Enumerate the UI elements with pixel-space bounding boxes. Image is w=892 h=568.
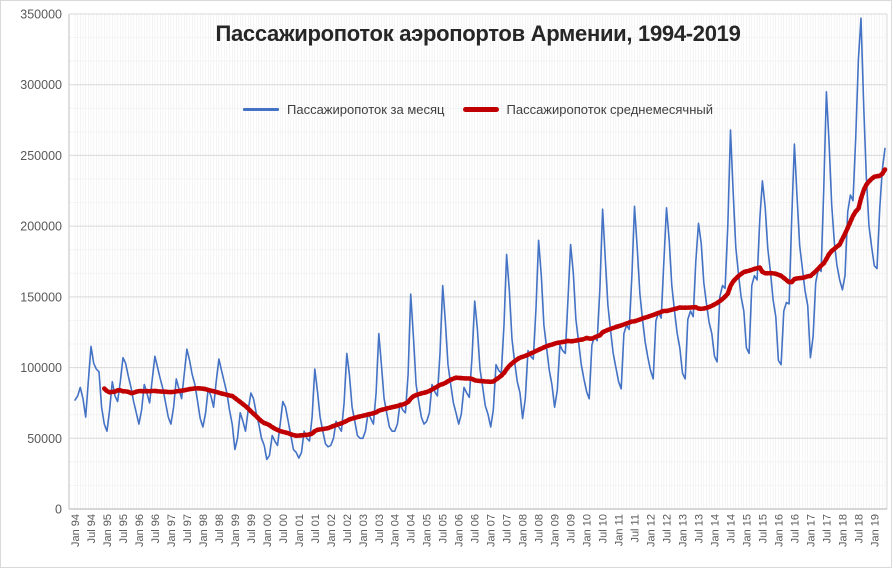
svg-text:Jul 94: Jul 94	[86, 514, 98, 543]
svg-text:Jan 17: Jan 17	[805, 514, 817, 547]
svg-text:Jul 12: Jul 12	[662, 514, 674, 543]
svg-text:Jul 01: Jul 01	[310, 514, 322, 543]
svg-text:Jul 03: Jul 03	[374, 514, 386, 543]
svg-text:Jan 11: Jan 11	[614, 514, 626, 546]
svg-text:Jan 94: Jan 94	[70, 514, 82, 547]
monthly-passenger-series-line	[74, 17, 886, 461]
svg-text:300000: 300000	[20, 78, 62, 92]
svg-text:Jan 00: Jan 00	[262, 514, 274, 547]
svg-text:Jan 08: Jan 08	[518, 514, 530, 547]
svg-text:Jan 07: Jan 07	[486, 514, 498, 547]
svg-text:Jan 95: Jan 95	[102, 514, 114, 547]
svg-text:Jul 09: Jul 09	[566, 514, 578, 543]
svg-text:Jan 10: Jan 10	[582, 514, 594, 547]
horizontal-major-gridlines	[69, 13, 887, 510]
svg-text:Jul 13: Jul 13	[693, 514, 705, 543]
svg-text:Jul 08: Jul 08	[534, 514, 546, 543]
legend-item-average: Пассажиропоток среднемесячный	[462, 102, 713, 117]
chart-legend: Пассажиропоток за месяц Пассажиропоток с…	[69, 102, 887, 117]
svg-text:Jul 00: Jul 00	[278, 514, 290, 543]
svg-text:Jul 02: Jul 02	[342, 514, 354, 543]
svg-text:Jul 98: Jul 98	[214, 514, 226, 543]
average-passenger-series-line	[102, 167, 888, 439]
svg-text:Jul 18: Jul 18	[853, 514, 865, 543]
svg-text:Jan 99: Jan 99	[230, 514, 242, 547]
average-series-line-swatch	[462, 107, 499, 112]
y-axis-tick-labels: 0 50000 100000 150000 200000 250000 300000 3500…	[20, 8, 62, 517]
axis-lines	[68, 14, 887, 510]
svg-text:250000: 250000	[20, 149, 62, 163]
legend-label-average: Пассажиропоток среднемесячный	[506, 102, 713, 117]
svg-text:Jan 97: Jan 97	[166, 514, 178, 547]
svg-text:200000: 200000	[20, 220, 62, 234]
svg-text:Jan 04: Jan 04	[390, 514, 402, 547]
svg-text:Jan 05: Jan 05	[422, 514, 434, 547]
monthly-series-line-swatch	[243, 108, 279, 111]
svg-text:150000: 150000	[20, 290, 62, 304]
svg-text:Jul 97: Jul 97	[182, 514, 194, 543]
svg-text:50000: 50000	[27, 432, 62, 446]
svg-text:0: 0	[55, 503, 62, 517]
chart-title: Пассажиропоток аэропортов Армении, 1994-…	[215, 21, 741, 46]
svg-text:Jul 95: Jul 95	[118, 514, 130, 543]
svg-text:Jan 06: Jan 06	[454, 514, 466, 547]
svg-text:Jul 17: Jul 17	[821, 514, 833, 543]
svg-text:Jul 16: Jul 16	[789, 514, 801, 543]
svg-text:Jan 02: Jan 02	[326, 514, 338, 547]
svg-text:350000: 350000	[20, 8, 62, 22]
svg-text:Jul 11: Jul 11	[630, 514, 642, 543]
svg-text:Jan 19: Jan 19	[869, 514, 881, 547]
svg-text:Jan 13: Jan 13	[678, 514, 690, 547]
svg-text:Jan 18: Jan 18	[837, 514, 849, 547]
svg-text:Jan 16: Jan 16	[773, 514, 785, 547]
svg-text:Jul 99: Jul 99	[246, 514, 258, 543]
x-axis-tick-labels: Jan 94 Jul 94 Jan 95 Jul 95 Jan 96 Jul 96 Jan …	[70, 514, 881, 547]
svg-text:Jan 09: Jan 09	[550, 514, 562, 547]
svg-text:Jan 98: Jan 98	[198, 514, 210, 547]
svg-text:Jul 96: Jul 96	[150, 514, 162, 543]
svg-text:Jul 15: Jul 15	[757, 514, 769, 543]
svg-text:Jan 15: Jan 15	[741, 514, 753, 547]
svg-text:Jan 14: Jan 14	[709, 514, 721, 547]
svg-text:Jan 96: Jan 96	[134, 514, 146, 547]
svg-text:Jan 01: Jan 01	[294, 514, 306, 547]
svg-text:Jul 06: Jul 06	[470, 514, 482, 543]
svg-text:Jul 07: Jul 07	[502, 514, 514, 543]
svg-text:Jan 03: Jan 03	[358, 514, 370, 547]
svg-text:Jan 12: Jan 12	[646, 514, 658, 547]
svg-text:Jul 05: Jul 05	[438, 514, 450, 543]
vertical-month-gridlines	[74, 14, 888, 509]
svg-text:100000: 100000	[20, 361, 62, 375]
svg-text:Jul 04: Jul 04	[406, 514, 418, 543]
svg-text:Jul 10: Jul 10	[598, 514, 610, 543]
legend-label-monthly: Пассажиропоток за месяц	[287, 102, 445, 117]
legend-item-monthly: Пассажиропоток за месяц	[243, 102, 445, 117]
svg-text:Jul 14: Jul 14	[725, 514, 737, 543]
